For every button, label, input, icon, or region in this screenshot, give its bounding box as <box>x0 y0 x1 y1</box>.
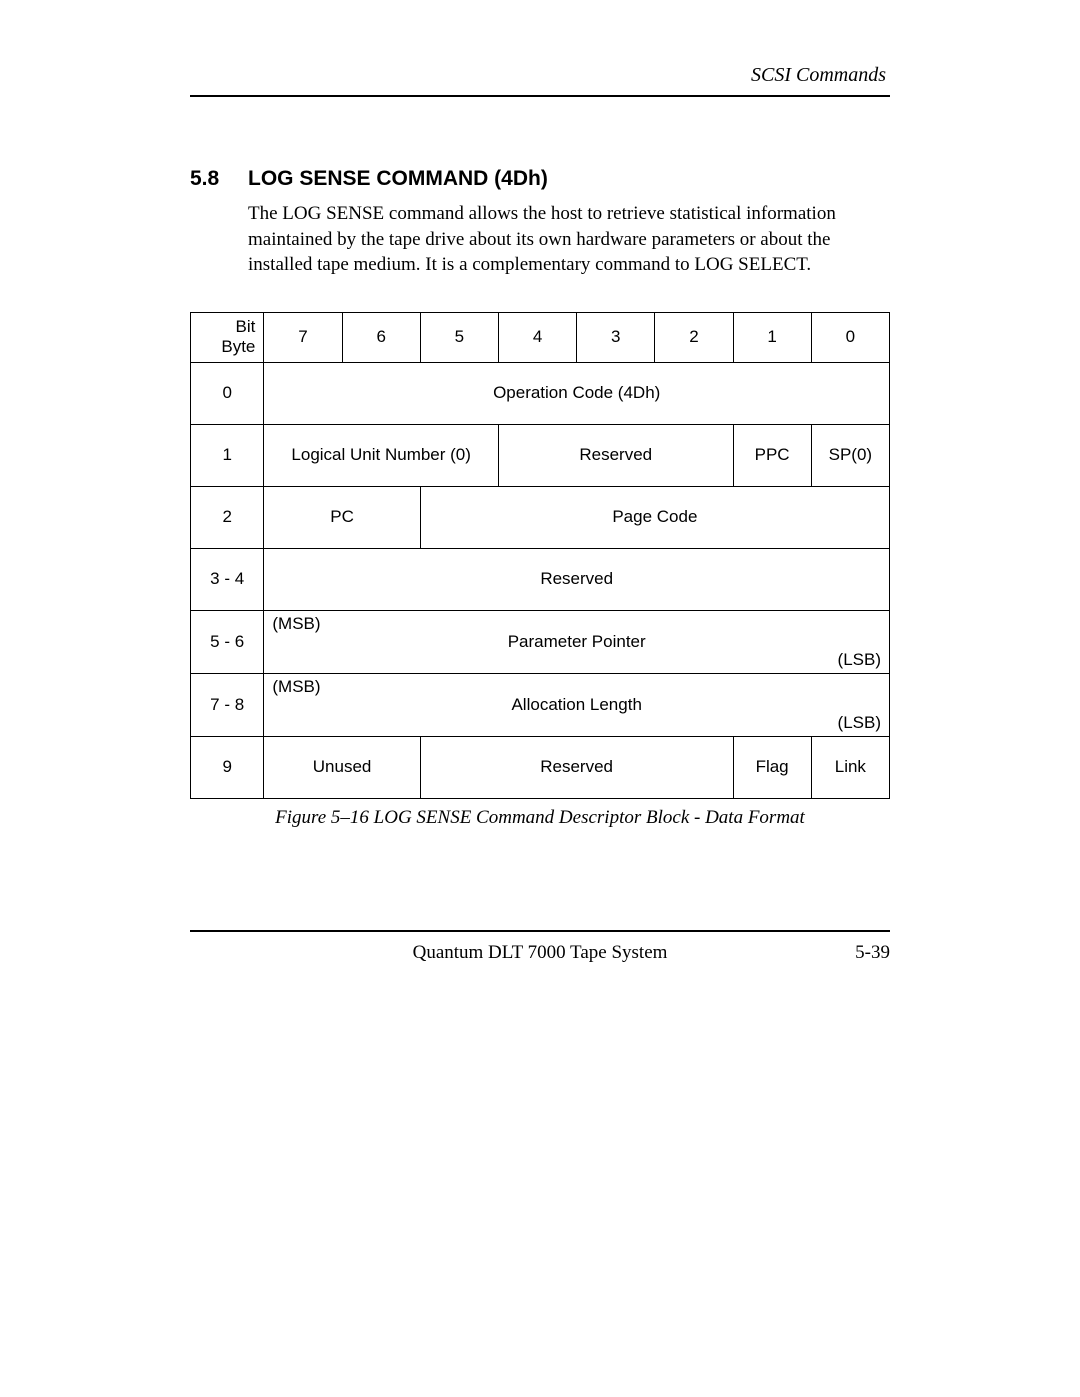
msb-label: (MSB) <box>272 614 320 634</box>
field-cell: Unused <box>264 736 420 798</box>
table-row: 3 - 4Reserved <box>191 548 890 610</box>
footer-rule <box>190 930 890 932</box>
byte-index-cell: 9 <box>191 736 264 798</box>
field-cell: Page Code <box>420 486 889 548</box>
field-cell: Logical Unit Number (0) <box>264 424 499 486</box>
table-row: 9UnusedReservedFlagLink <box>191 736 890 798</box>
field-cell: Link <box>811 736 889 798</box>
bit-column-header: 5 <box>420 312 498 362</box>
corner-byte-label: Byte <box>221 337 255 357</box>
footer-product: Quantum DLT 7000 Tape System <box>270 942 810 964</box>
lsb-label: (LSB) <box>838 650 881 670</box>
field-cell: (MSB)Parameter Pointer(LSB) <box>264 610 890 673</box>
byte-index-cell: 7 - 8 <box>191 673 264 736</box>
field-label: Parameter Pointer <box>264 632 889 652</box>
table-row: 1Logical Unit Number (0)ReservedPPCSP(0) <box>191 424 890 486</box>
msb-label: (MSB) <box>272 677 320 697</box>
field-cell: Operation Code (4Dh) <box>264 362 890 424</box>
bit-column-header: 6 <box>342 312 420 362</box>
page: SCSI Commands 5.8 LOG SENSE COMMAND (4Dh… <box>0 0 1080 1397</box>
table-row: 5 - 6(MSB)Parameter Pointer(LSB) <box>191 610 890 673</box>
figure-caption: Figure 5–16 LOG SENSE Command Descriptor… <box>190 807 890 829</box>
bit-column-header: 0 <box>811 312 889 362</box>
footer-spacer <box>190 942 270 964</box>
field-cell: PC <box>264 486 420 548</box>
field-cell: (MSB)Allocation Length(LSB) <box>264 673 890 736</box>
section-title: LOG SENSE COMMAND (4Dh) <box>248 167 548 191</box>
bit-column-header: 3 <box>577 312 655 362</box>
table-row: 2PCPage Code <box>191 486 890 548</box>
byte-index-cell: 1 <box>191 424 264 486</box>
section-heading: 5.8 LOG SENSE COMMAND (4Dh) <box>190 167 890 191</box>
field-cell: Reserved <box>498 424 733 486</box>
lsb-label: (LSB) <box>838 713 881 733</box>
cdb-table: Bit Byte 76543210 0Operation Code (4Dh)1… <box>190 312 890 799</box>
bit-column-header: 4 <box>498 312 576 362</box>
header-rule <box>190 95 890 97</box>
cdb-table-wrap: Bit Byte 76543210 0Operation Code (4Dh)1… <box>190 312 890 829</box>
table-row: 7 - 8(MSB)Allocation Length(LSB) <box>191 673 890 736</box>
corner-bit-label: Bit <box>236 317 256 337</box>
field-cell: Flag <box>733 736 811 798</box>
footer-page-number: 5-39 <box>810 942 890 964</box>
byte-index-cell: 5 - 6 <box>191 610 264 673</box>
field-cell: Reserved <box>264 548 890 610</box>
section-body: The LOG SENSE command allows the host to… <box>248 201 890 278</box>
field-label: Allocation Length <box>264 695 889 715</box>
byte-index-cell: 2 <box>191 486 264 548</box>
page-footer: Quantum DLT 7000 Tape System 5-39 <box>190 930 890 964</box>
byte-index-cell: 3 - 4 <box>191 548 264 610</box>
byte-index-cell: 0 <box>191 362 264 424</box>
field-cell: SP(0) <box>811 424 889 486</box>
section-number: 5.8 <box>190 167 248 191</box>
bit-column-header: 2 <box>655 312 733 362</box>
table-body: 0Operation Code (4Dh)1Logical Unit Numbe… <box>191 362 890 798</box>
table-header-row: Bit Byte 76543210 <box>191 312 890 362</box>
field-cell: PPC <box>733 424 811 486</box>
table-corner: Bit Byte <box>191 312 264 362</box>
bit-column-header: 7 <box>264 312 342 362</box>
table-row: 0Operation Code (4Dh) <box>191 362 890 424</box>
bit-column-header: 1 <box>733 312 811 362</box>
chapter-title: SCSI Commands <box>190 60 890 87</box>
field-cell: Reserved <box>420 736 733 798</box>
